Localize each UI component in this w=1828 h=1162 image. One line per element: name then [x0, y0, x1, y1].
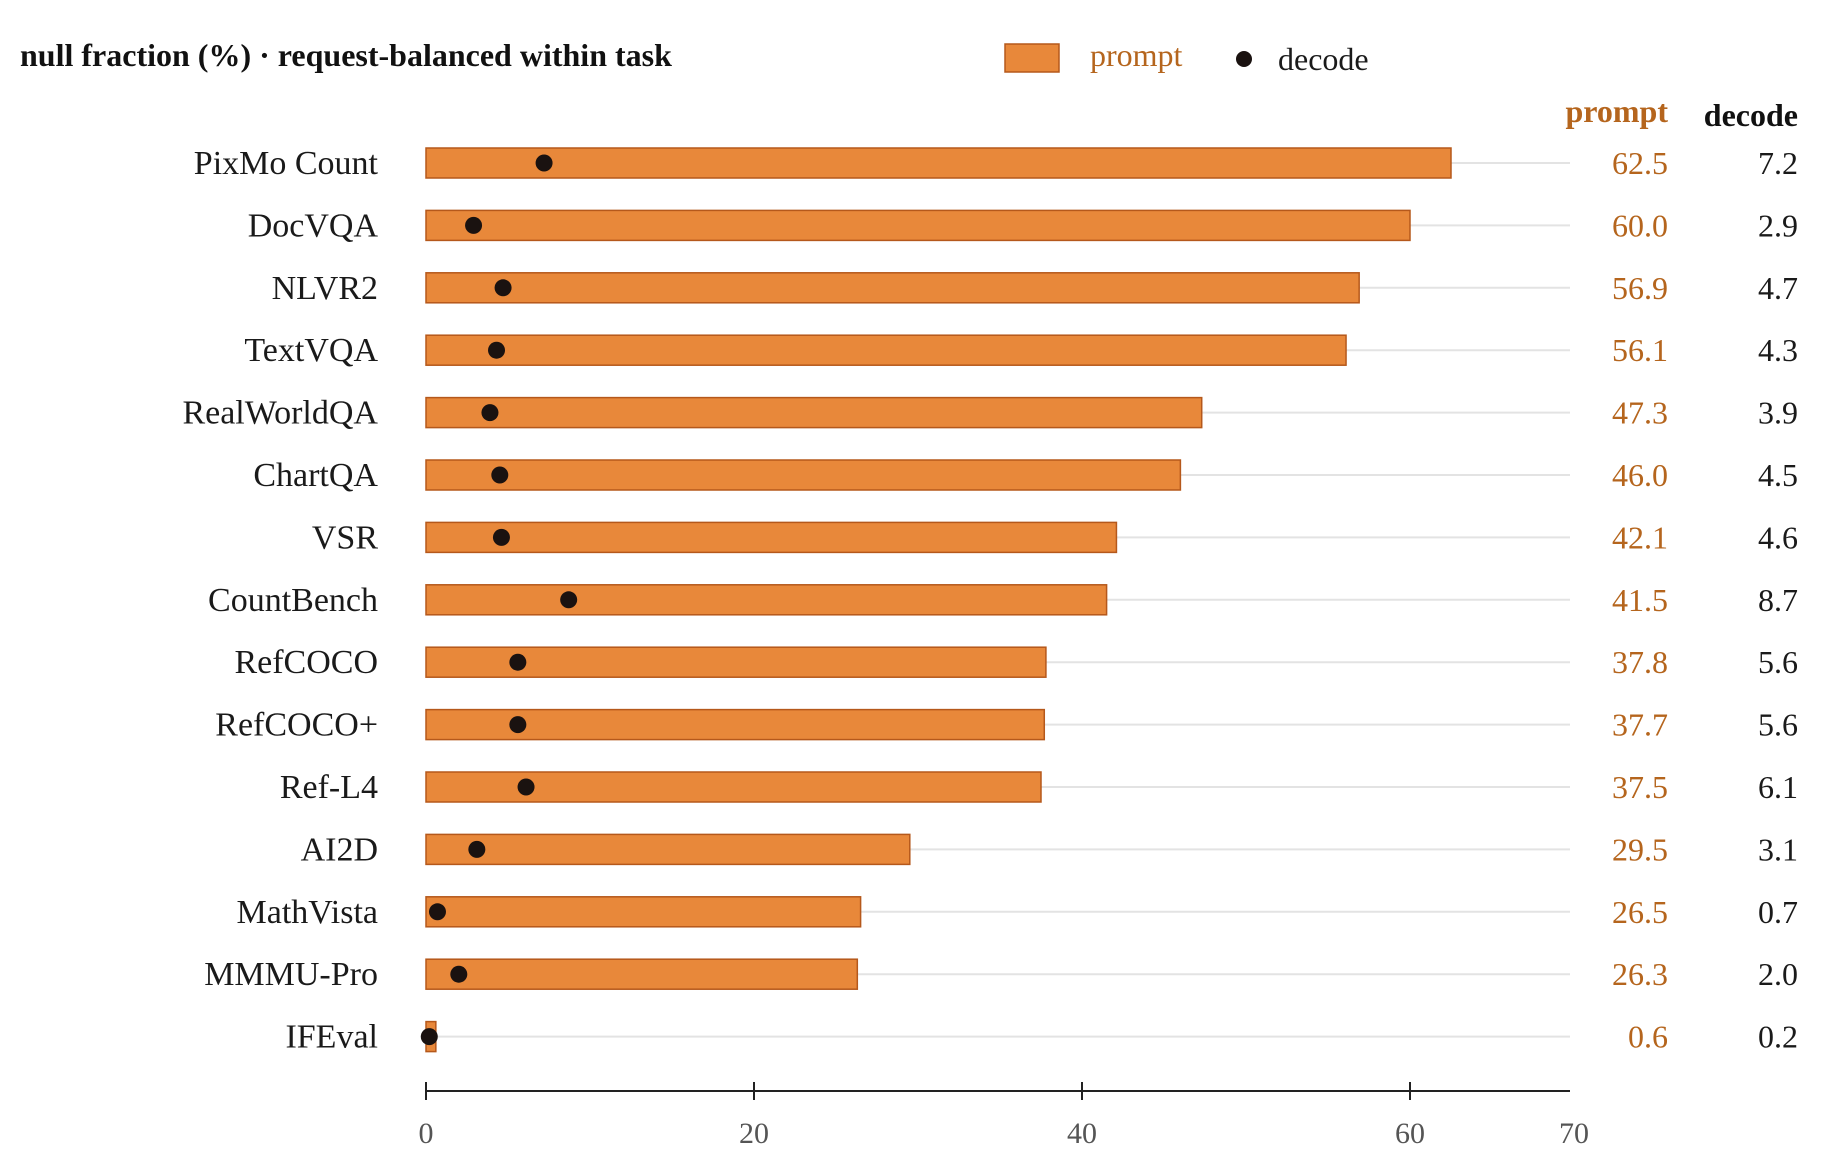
- prompt-bar-chartqa: [425, 459, 1182, 491]
- decode-value-textvqa: 4.3: [1758, 332, 1798, 368]
- prompt-value-mmmu-pro: 26.3: [1612, 956, 1668, 992]
- prompt-value-ai2d: 29.5: [1612, 831, 1668, 867]
- category-label-vsr: VSR: [312, 519, 378, 556]
- prompt-value-mathvista: 26.5: [1612, 894, 1668, 930]
- legend-prompt-swatch: [1004, 43, 1060, 73]
- legend-decode-marker: [1236, 51, 1252, 67]
- category-label-chartqa: ChartQA: [253, 457, 378, 494]
- legend-decode-label: decode: [1278, 41, 1369, 77]
- chart-title: null fraction (%) · request-balanced wit…: [20, 37, 672, 73]
- category-label-pixmo-count: PixMo Count: [194, 145, 379, 182]
- prompt-bar-refcoco: [425, 708, 1046, 741]
- column-header-decode: decode: [1704, 97, 1798, 133]
- prompt-bar-textvqa: [425, 334, 1347, 366]
- prompt-bar-realworldqa: [425, 396, 1203, 429]
- decode-point-chartqa: [491, 466, 509, 484]
- x-axis: 0 20 40 60 70: [419, 1082, 1589, 1150]
- category-label-docvqa: DocVQA: [248, 207, 379, 244]
- prompt-value-chartqa: 46.0: [1612, 457, 1668, 493]
- prompt-bar-refcoco: [425, 646, 1047, 678]
- prompt-bar-docvqa: [425, 209, 1411, 242]
- category-label-ref-l4: Ref-L4: [280, 769, 378, 806]
- decode-value-chartqa: 4.5: [1758, 457, 1798, 493]
- prompt-value-ref-l4: 37.5: [1612, 769, 1668, 805]
- x-tick-label-20: 20: [739, 1117, 769, 1150]
- decode-point-mmmu-pro: [450, 965, 468, 983]
- category-label-mmmu-pro: MMMU-Pro: [204, 956, 378, 993]
- decode-points: [420, 154, 578, 1046]
- decode-value-mathvista: 0.7: [1758, 894, 1798, 930]
- decode-value-realworldqa: 3.9: [1758, 395, 1798, 431]
- decode-point-nlvr2: [494, 279, 512, 297]
- prompt-bar-pixmo-count: [425, 147, 1452, 179]
- prompt-value-pixmo-count: 62.5: [1612, 145, 1668, 181]
- prompt-value-textvqa: 56.1: [1612, 332, 1668, 368]
- prompt-value-vsr: 42.1: [1612, 519, 1668, 555]
- x-tick-label-40: 40: [1067, 1117, 1097, 1150]
- decode-point-pixmo-count: [535, 154, 553, 172]
- decode-point-vsr: [492, 528, 510, 546]
- x-tick-label-0: 0: [419, 1117, 434, 1150]
- decode-point-docvqa: [465, 216, 483, 234]
- category-labels: PixMo Count DocVQA NLVR2 TextVQA RealWorldQA…: [182, 145, 378, 1056]
- category-label-ai2d: AI2D: [301, 831, 378, 868]
- decode-value-ai2d: 3.1: [1758, 831, 1798, 867]
- decode-value-nlvr2: 4.7: [1758, 270, 1798, 306]
- decode-point-refcoco: [509, 653, 527, 671]
- prompt-bar-ai2d: [425, 833, 911, 866]
- decode-point-mathvista: [428, 903, 446, 921]
- decode-value-refcoco: 5.6: [1758, 644, 1798, 680]
- decode-point-ai2d: [468, 840, 486, 858]
- category-label-refcoco: RefCOCO+: [215, 707, 378, 744]
- prompt-bar-mmmu-pro: [425, 958, 859, 990]
- decode-point-realworldqa: [481, 404, 499, 422]
- category-label-nlvr2: NLVR2: [272, 270, 378, 307]
- prompt-bar-countbench: [425, 584, 1108, 616]
- decode-value-pixmo-count: 7.2: [1758, 145, 1798, 181]
- decode-value-ifeval: 0.2: [1758, 1019, 1798, 1055]
- decode-value-docvqa: 2.9: [1758, 207, 1798, 243]
- decode-value-vsr: 4.6: [1758, 519, 1798, 555]
- value-columns: 62.5 7.2 60.0 2.9 56.9 4.7 56.1 4.3 47.3 3.9 46.0 4…: [1612, 145, 1798, 1055]
- category-label-realworldqa: RealWorldQA: [182, 395, 378, 432]
- prompt-value-realworldqa: 47.3: [1612, 395, 1668, 431]
- category-label-countbench: CountBench: [208, 582, 378, 619]
- legend-prompt-label: prompt: [1090, 37, 1183, 73]
- category-label-mathvista: MathVista: [237, 894, 379, 931]
- decode-point-ifeval: [420, 1028, 438, 1046]
- column-header-prompt: prompt: [1565, 93, 1668, 129]
- decode-point-refcoco: [509, 716, 527, 734]
- prompt-bar-vsr: [425, 521, 1118, 554]
- legend: prompt decode: [1004, 37, 1369, 77]
- category-label-ifeval: IFEval: [285, 1019, 378, 1056]
- x-tick-label-70: 70: [1559, 1117, 1589, 1150]
- decode-point-ref-l4: [517, 778, 535, 796]
- decode-value-countbench: 8.7: [1758, 582, 1798, 618]
- decode-point-countbench: [560, 591, 578, 609]
- prompt-bar-nlvr2: [425, 272, 1360, 304]
- x-tick-label-60: 60: [1395, 1117, 1425, 1150]
- prompt-value-docvqa: 60.0: [1612, 207, 1668, 243]
- prompt-value-refcoco: 37.7: [1612, 707, 1668, 743]
- prompt-value-refcoco: 37.8: [1612, 644, 1668, 680]
- decode-value-mmmu-pro: 2.0: [1758, 956, 1798, 992]
- decode-value-ref-l4: 6.1: [1758, 769, 1798, 805]
- category-label-refcoco: RefCOCO: [234, 644, 378, 681]
- decode-point-textvqa: [488, 341, 506, 359]
- decode-value-refcoco: 5.6: [1758, 707, 1798, 743]
- prompt-bars: [425, 147, 1452, 1053]
- prompt-bar-mathvista: [425, 896, 862, 928]
- prompt-value-countbench: 41.5: [1612, 582, 1668, 618]
- category-label-textvqa: TextVQA: [244, 332, 378, 369]
- prompt-value-nlvr2: 56.9: [1612, 270, 1668, 306]
- prompt-value-ifeval: 0.6: [1628, 1019, 1668, 1055]
